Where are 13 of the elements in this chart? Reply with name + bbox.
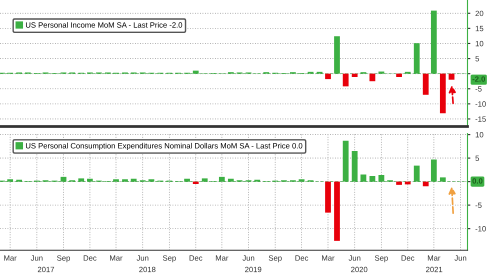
bar — [325, 74, 331, 80]
bar — [325, 182, 331, 213]
bar — [448, 74, 454, 80]
bar — [352, 74, 358, 77]
bar — [422, 74, 429, 95]
bar — [422, 182, 429, 186]
bar — [440, 74, 446, 114]
bar — [396, 74, 402, 77]
bar — [342, 74, 349, 86]
bar — [404, 182, 411, 184]
bar — [369, 74, 376, 82]
bar — [334, 182, 340, 241]
bar — [396, 182, 402, 185]
